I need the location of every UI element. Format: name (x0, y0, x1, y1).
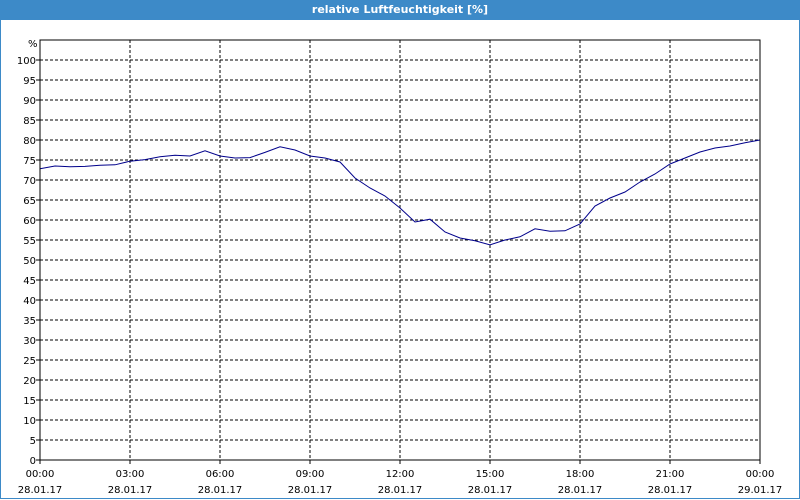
x-tick-time-label: 03:00 (116, 469, 145, 480)
y-tick-label: 15 (23, 396, 36, 407)
x-tick-date-label: 28.01.17 (468, 485, 513, 496)
x-tick-time-label: 18:00 (566, 469, 595, 480)
y-tick-label: 85 (23, 116, 36, 127)
y-tick-label: 20 (23, 376, 36, 387)
y-tick-label: 35 (23, 316, 36, 327)
x-tick-time-label: 15:00 (476, 469, 505, 480)
y-tick-label: 5 (30, 436, 36, 447)
chart-title: relative Luftfeuchtigkeit [%] (0, 0, 800, 20)
y-tick-label: 95 (23, 76, 36, 87)
plot-area (39, 39, 761, 461)
y-tick-label: 90 (23, 96, 36, 107)
y-tick-label: 50 (23, 256, 36, 267)
x-tick-date-label: 28.01.17 (648, 485, 693, 496)
y-tick-label: 75 (23, 156, 36, 167)
y-tick-label: 10 (23, 416, 36, 427)
y-tick-label: 65 (23, 196, 36, 207)
x-tick-time-label: 00:00 (746, 469, 775, 480)
x-tick-time-label: 09:00 (296, 469, 325, 480)
y-axis-unit-label: % (28, 39, 38, 50)
x-tick-date-label: 28.01.17 (198, 485, 243, 496)
x-tick-time-label: 00:00 (26, 469, 55, 480)
x-axis-ticks: 00:00 28.01.17 03:00 28.01.17 06:00 28.01.17 0… (18, 460, 783, 496)
y-tick-label: 70 (23, 176, 36, 187)
x-tick-date-label: 28.01.17 (558, 485, 603, 496)
y-tick-label: 45 (23, 276, 36, 287)
y-tick-label: 55 (23, 236, 36, 247)
y-tick-label: 100 (17, 56, 36, 67)
x-tick-date-label: 28.01.17 (288, 485, 333, 496)
y-tick-label: 40 (23, 296, 36, 307)
x-tick-time-label: 21:00 (656, 469, 685, 480)
y-tick-label: 30 (23, 336, 36, 347)
x-tick-date-label: 28.01.17 (18, 485, 63, 496)
grid-lines (40, 40, 760, 460)
x-tick-date-label: 28.01.17 (108, 485, 153, 496)
series-line (39, 139, 761, 246)
y-tick-label: 60 (23, 216, 36, 227)
x-tick-date-label: 29.01.17 (738, 485, 783, 496)
x-tick-date-label: 28.01.17 (378, 485, 423, 496)
x-tick-time-label: 06:00 (206, 469, 235, 480)
y-tick-label: 0 (30, 456, 36, 467)
y-tick-label: 25 (23, 356, 36, 367)
y-axis-ticks: 0 5 10 15 20 25 30 35 40 45 50 55 60 65 70 75 80 85 90 95 10… (17, 56, 40, 467)
x-tick-time-label: 12:00 (386, 469, 415, 480)
y-tick-label: 80 (23, 136, 36, 147)
